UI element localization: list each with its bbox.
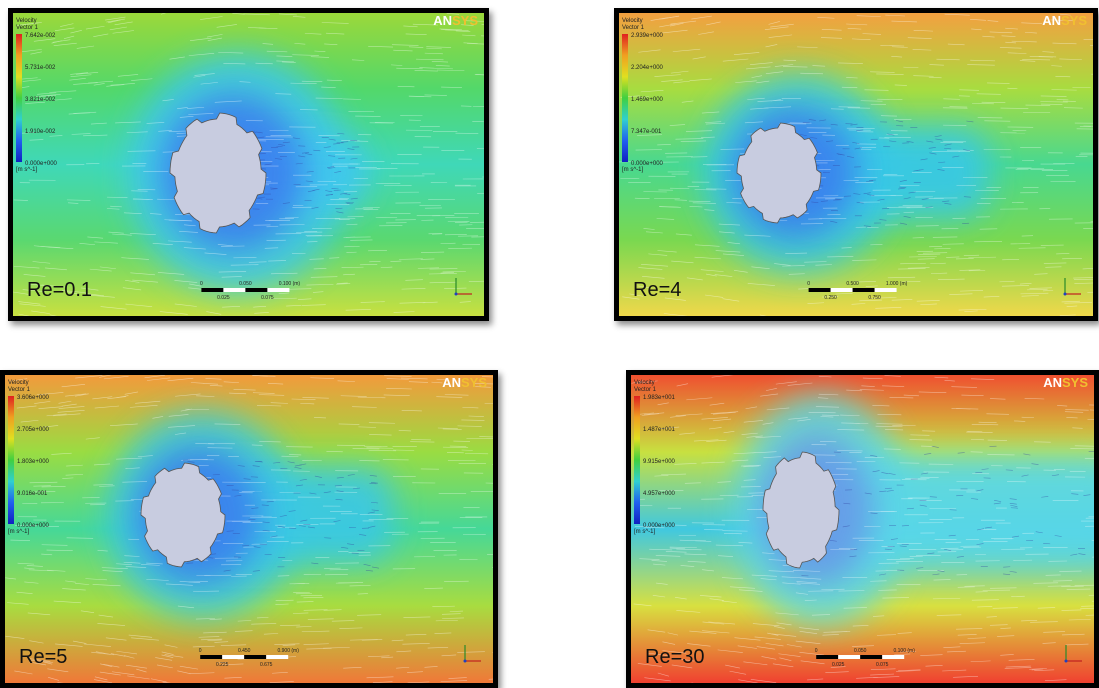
legend-unit: [m s^-1] bbox=[622, 167, 643, 173]
legend-unit: [m s^-1] bbox=[8, 529, 29, 535]
scale-label: 0.050 bbox=[239, 281, 252, 287]
scale-label: 0.050 bbox=[854, 648, 867, 654]
flow-panel: VelocityVector 1 1.983e+001 1.487e+001 9.91… bbox=[626, 370, 1099, 688]
colorbar bbox=[634, 396, 640, 524]
scale-segment bbox=[816, 655, 838, 659]
logo: ANSYS bbox=[442, 375, 487, 390]
scale-segment bbox=[244, 655, 266, 659]
axis-triad bbox=[464, 660, 467, 663]
scale-segment bbox=[267, 288, 289, 292]
scale-segment bbox=[860, 655, 882, 659]
reynolds-label: Re=5 bbox=[19, 646, 67, 668]
scale-label: 0 bbox=[815, 648, 818, 654]
scale-label: 0.250 bbox=[824, 295, 837, 301]
legend-value: 1.910e-002 bbox=[25, 129, 56, 135]
axis-triad bbox=[455, 293, 458, 296]
legend-title: Velocity bbox=[16, 18, 37, 24]
colorbar bbox=[8, 396, 14, 524]
flow-panel: VelocityVector 1 3.606e+000 2.705e+000 1.80… bbox=[0, 370, 498, 688]
reynolds-label: Re=0.1 bbox=[27, 279, 92, 301]
scale-label: 1.000 (m) bbox=[886, 281, 908, 287]
scale-label: 0 bbox=[807, 281, 810, 287]
legend-title: Velocity bbox=[8, 380, 29, 386]
legend-value: 1.983e+001 bbox=[643, 395, 676, 401]
legend-value: 1.469e+000 bbox=[631, 97, 664, 103]
logo-part: AN bbox=[433, 13, 452, 28]
scale-segment bbox=[853, 288, 875, 292]
legend-value: 2.939e+000 bbox=[631, 33, 664, 39]
logo: ANSYS bbox=[1043, 375, 1088, 390]
scale-label: 0.075 bbox=[876, 662, 889, 668]
scale-label: 0.100 (m) bbox=[279, 281, 301, 287]
scale-segment bbox=[245, 288, 267, 292]
legend-unit: [m s^-1] bbox=[16, 167, 37, 173]
legend-subtitle: Vector 1 bbox=[622, 25, 645, 31]
scale-segment bbox=[882, 655, 904, 659]
reynolds-label: Re=4 bbox=[633, 279, 681, 301]
colorbar bbox=[622, 34, 628, 162]
legend-value: 3.821e-002 bbox=[25, 97, 56, 103]
legend-subtitle: Vector 1 bbox=[8, 387, 31, 393]
scale-label: 0.225 bbox=[216, 662, 229, 668]
logo-part: AN bbox=[1042, 13, 1061, 28]
axis-triad bbox=[1064, 293, 1067, 296]
legend-value: 9.915e+000 bbox=[643, 459, 676, 465]
scale-label: 0 bbox=[200, 281, 203, 287]
logo-part: SYS bbox=[1062, 375, 1088, 390]
legend-value: 5.731e-002 bbox=[25, 65, 56, 71]
scale-segment bbox=[200, 655, 222, 659]
legend-value: 4.957e+000 bbox=[643, 491, 676, 497]
legend-value: 3.606e+000 bbox=[17, 395, 50, 401]
legend-unit: [m s^-1] bbox=[634, 529, 655, 535]
scale-segment bbox=[838, 655, 860, 659]
logo-part: AN bbox=[1043, 375, 1062, 390]
logo: ANSYS bbox=[1042, 13, 1087, 28]
scale-segment bbox=[266, 655, 288, 659]
colorbar bbox=[16, 34, 22, 162]
scale-label: 0.450 bbox=[238, 648, 251, 654]
logo-part: AN bbox=[442, 375, 461, 390]
scale-label: 0.075 bbox=[261, 295, 274, 301]
legend-value: 2.705e+000 bbox=[17, 427, 50, 433]
logo-part: SYS bbox=[452, 13, 478, 28]
legend-value: 1.487e+001 bbox=[643, 427, 676, 433]
logo: ANSYS bbox=[433, 13, 478, 28]
scale-label: 0.025 bbox=[832, 662, 845, 668]
scale-label: 0.900 (m) bbox=[277, 648, 299, 654]
figure: VelocityVector 17.642e-0025.731e-0023.82… bbox=[0, 0, 1099, 688]
scale-segment bbox=[201, 288, 223, 292]
legend-title: Velocity bbox=[634, 380, 655, 386]
scale-segment bbox=[809, 288, 831, 292]
scale-label: 0.025 bbox=[217, 295, 230, 301]
scale-segment bbox=[222, 655, 244, 659]
scale-label: 0.750 bbox=[868, 295, 881, 301]
scale-segment bbox=[831, 288, 853, 292]
legend-value: 7.347e-001 bbox=[631, 129, 662, 135]
logo-part: SYS bbox=[1061, 13, 1087, 28]
scale-label: 0.500 bbox=[846, 281, 859, 287]
legend-value: 9.016e-001 bbox=[17, 491, 48, 497]
scale-segment bbox=[223, 288, 245, 292]
legend-title: Velocity bbox=[622, 18, 643, 24]
scale-label: 0.100 (m) bbox=[893, 648, 915, 654]
flow-panel: VelocityVector 1 2.939e+000 2.204e+000 1.46… bbox=[614, 8, 1098, 321]
legend-subtitle: Vector 1 bbox=[16, 25, 39, 31]
scale-segment bbox=[875, 288, 897, 292]
scale-label: 0.675 bbox=[260, 662, 273, 668]
legend-value: 2.204e+000 bbox=[631, 65, 664, 71]
axis-triad bbox=[1065, 660, 1068, 663]
reynolds-label: Re=30 bbox=[645, 646, 705, 668]
legend-value: 1.803e+000 bbox=[17, 459, 50, 465]
logo-part: SYS bbox=[461, 375, 487, 390]
legend-subtitle: Vector 1 bbox=[634, 387, 657, 393]
legend-value: 7.642e-002 bbox=[25, 33, 56, 39]
scale-label: 0 bbox=[199, 648, 202, 654]
